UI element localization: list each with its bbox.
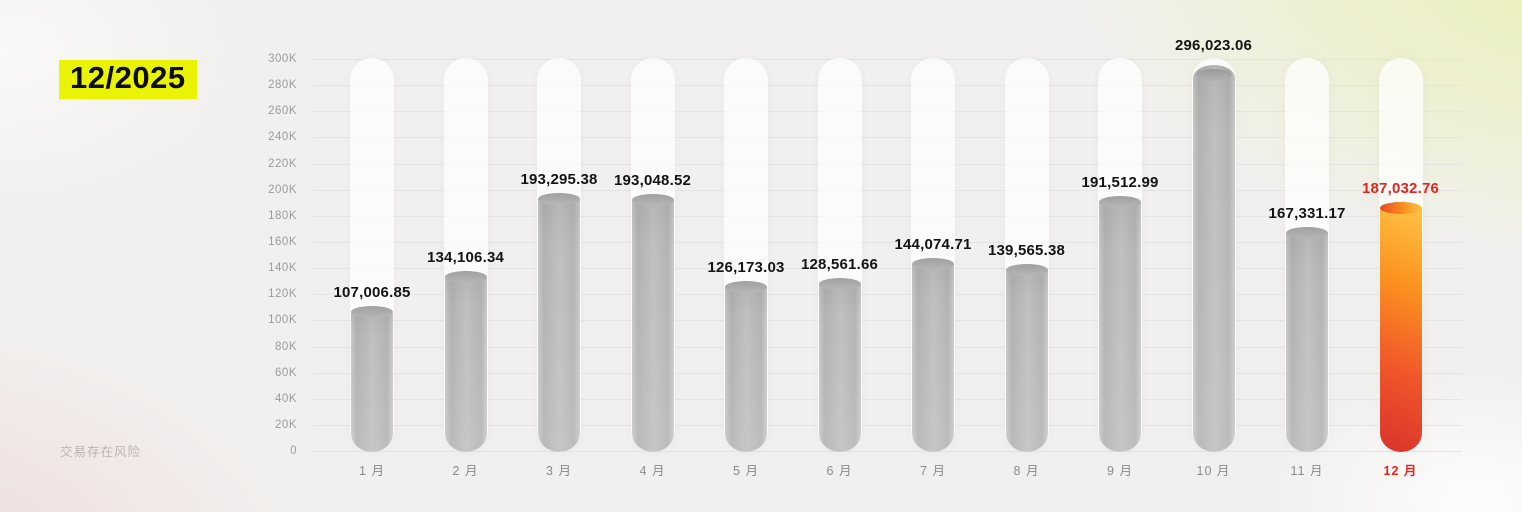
y-axis-label-180K: 180K <box>268 209 297 222</box>
bar-month-4[interactable] <box>631 193 674 452</box>
x-axis-label-month-10: 10 月 <box>1196 464 1231 478</box>
bar-top-rim-2 <box>444 270 487 283</box>
bar-month-5[interactable] <box>725 281 767 452</box>
y-axis-label-100K: 100K <box>268 314 297 327</box>
bar-top-rim-7 <box>912 257 954 270</box>
y-axis-label-40K: 40K <box>275 392 297 405</box>
gridline-60K <box>313 372 1462 374</box>
gridline-300K <box>313 59 1462 60</box>
bar-top-rim-3 <box>538 193 580 206</box>
period-title-text: 12/2025 <box>70 60 186 95</box>
value-label-month-9: 191,512.99 <box>1081 173 1159 191</box>
x-axis-label-month-4: 4 月 <box>639 464 666 478</box>
y-axis-label-260K: 260K <box>268 105 297 118</box>
gridline-280K <box>313 85 1462 87</box>
y-axis-label-200K: 200K <box>268 183 297 196</box>
gridline-220K <box>313 163 1462 165</box>
gridline-200K <box>313 189 1462 191</box>
x-axis-label-month-12: 12 月 <box>1383 464 1418 478</box>
bar-month-11[interactable] <box>1286 227 1328 452</box>
value-label-month-3: 193,295.38 <box>520 171 598 189</box>
value-label-month-5: 126,173.03 <box>707 259 785 277</box>
bar-month-7[interactable] <box>912 257 954 452</box>
y-axis-label-0: 0 <box>290 445 297 457</box>
bar-month-6[interactable] <box>818 278 861 452</box>
y-axis-label-280K: 280K <box>268 79 297 92</box>
gridline-260K <box>313 111 1462 113</box>
value-label-month-12: 187,032.76 <box>1361 179 1440 197</box>
bar-top-rim-8 <box>1005 263 1048 276</box>
y-axis-label-120K: 120K <box>268 288 297 301</box>
value-label-month-8: 139,565.38 <box>987 241 1066 259</box>
gridline-40K <box>313 398 1462 400</box>
x-axis-label-month-1: 1 月 <box>359 464 385 478</box>
bar-top-rim-9 <box>1099 195 1141 208</box>
bar-month-2[interactable] <box>444 270 487 452</box>
y-axis-label-300K: 300K <box>268 53 297 65</box>
gridline-20K <box>313 424 1462 426</box>
gridline-80K <box>313 346 1462 348</box>
y-axis-label-60K: 60K <box>275 366 297 379</box>
value-label-month-7: 144,074.71 <box>894 235 972 253</box>
x-axis-label-month-2: 2 月 <box>452 464 479 478</box>
gridline-100K <box>313 320 1462 322</box>
x-axis-label-month-9: 9 月 <box>1107 464 1133 478</box>
gridline-0 <box>313 451 1462 452</box>
x-axis-label-month-11: 11 月 <box>1290 464 1324 478</box>
bar-month-10[interactable] <box>1192 65 1235 452</box>
risk-disclaimer-text: 交易存在风险 <box>60 445 142 459</box>
bar-top-rim-10 <box>1195 69 1232 82</box>
gridline-240K <box>313 137 1462 139</box>
bar-top-rim-6 <box>818 278 861 290</box>
x-axis-label-month-8: 8 月 <box>1013 464 1040 478</box>
value-label-month-1: 107,006.85 <box>333 284 411 302</box>
bar-month-12[interactable] <box>1379 201 1422 452</box>
bar-month-3[interactable] <box>538 193 580 452</box>
bar-top-rim-5 <box>725 281 767 294</box>
x-axis-label-month-5: 5 月 <box>733 464 759 478</box>
gridline-180K <box>313 215 1462 217</box>
y-axis-label-140K: 140K <box>268 262 297 275</box>
value-label-month-10: 296,023.06 <box>1174 37 1253 55</box>
value-label-month-2: 134,106.34 <box>426 248 505 266</box>
y-axis-label-80K: 80K <box>275 340 297 353</box>
gridline-160K <box>313 241 1462 243</box>
x-axis-label-month-6: 6 月 <box>826 464 853 478</box>
bar-month-1[interactable] <box>351 306 393 452</box>
value-label-month-4: 193,048.52 <box>613 171 692 189</box>
value-label-month-11: 167,331.17 <box>1268 205 1346 223</box>
bar-top-rim-12 <box>1379 201 1422 214</box>
y-axis-label-240K: 240K <box>268 131 297 144</box>
bar-month-8[interactable] <box>1005 263 1048 452</box>
bar-top-rim-4 <box>631 193 674 206</box>
bar-top-rim-11 <box>1286 227 1328 240</box>
value-label-month-6: 128,561.66 <box>800 256 879 273</box>
bar-month-9[interactable] <box>1099 195 1141 452</box>
period-title-badge: 12/2025 <box>59 60 197 99</box>
gridline-140K <box>313 268 1462 270</box>
y-axis-label-160K: 160K <box>268 235 297 248</box>
y-axis-label-220K: 220K <box>268 157 297 170</box>
bar-top-rim-1 <box>351 306 393 319</box>
x-axis-label-month-7: 7 月 <box>920 464 946 478</box>
y-axis-label-20K: 20K <box>275 418 297 431</box>
x-axis-label-month-3: 3 月 <box>546 464 572 478</box>
gridline-120K <box>313 294 1462 296</box>
